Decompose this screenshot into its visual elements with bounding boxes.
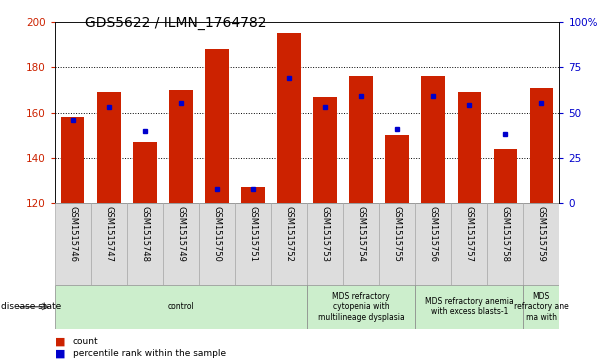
Text: GSM1515753: GSM1515753 [320,206,330,262]
Text: ■: ■ [55,336,65,346]
Text: GSM1515751: GSM1515751 [249,206,257,262]
Text: GSM1515757: GSM1515757 [465,206,474,262]
Bar [97,92,120,203]
Bar [487,203,523,285]
Bar [494,149,517,203]
Bar [55,285,307,329]
Bar [415,285,523,329]
Text: GSM1515755: GSM1515755 [393,206,402,262]
Bar [343,203,379,285]
Bar [458,92,481,203]
Bar [277,33,301,203]
Text: GSM1515748: GSM1515748 [140,206,150,262]
Bar [421,76,445,203]
Text: GSM1515749: GSM1515749 [176,206,185,262]
Bar [523,285,559,329]
Text: GSM1515752: GSM1515752 [285,206,294,262]
Text: percentile rank within the sample: percentile rank within the sample [73,350,226,358]
Text: ■: ■ [55,349,65,359]
Bar [530,87,553,203]
Bar [241,187,264,203]
Text: GSM1515754: GSM1515754 [357,206,365,262]
Bar [127,203,163,285]
Bar [307,285,415,329]
Bar [206,49,229,203]
Text: GSM1515746: GSM1515746 [68,206,77,262]
Bar [199,203,235,285]
Bar [415,203,451,285]
Text: MDS refractory anemia
with excess blasts-1: MDS refractory anemia with excess blasts… [425,297,514,317]
Bar [379,203,415,285]
Bar [61,117,85,203]
Text: GSM1515759: GSM1515759 [537,206,546,262]
Bar [91,203,127,285]
Text: MDS refractory
cytopenia with
multilineage dysplasia: MDS refractory cytopenia with multilinea… [318,292,404,322]
Bar [523,203,559,285]
Bar [350,76,373,203]
Bar [55,203,91,285]
Text: control: control [168,302,194,311]
Text: GSM1515747: GSM1515747 [105,206,113,262]
Bar [451,203,487,285]
Bar [163,203,199,285]
Text: GSM1515758: GSM1515758 [501,206,510,262]
Bar [271,203,307,285]
Text: count: count [73,337,98,346]
Bar [133,142,156,203]
Bar [235,203,271,285]
Text: GSM1515750: GSM1515750 [212,206,221,262]
Text: disease state: disease state [1,302,61,311]
Text: GSM1515756: GSM1515756 [429,206,438,262]
Bar [307,203,343,285]
Bar [313,97,337,203]
Bar [169,90,193,203]
Text: GDS5622 / ILMN_1764782: GDS5622 / ILMN_1764782 [85,16,267,30]
Bar [385,135,409,203]
Text: MDS
refractory ane
ma with: MDS refractory ane ma with [514,292,568,322]
